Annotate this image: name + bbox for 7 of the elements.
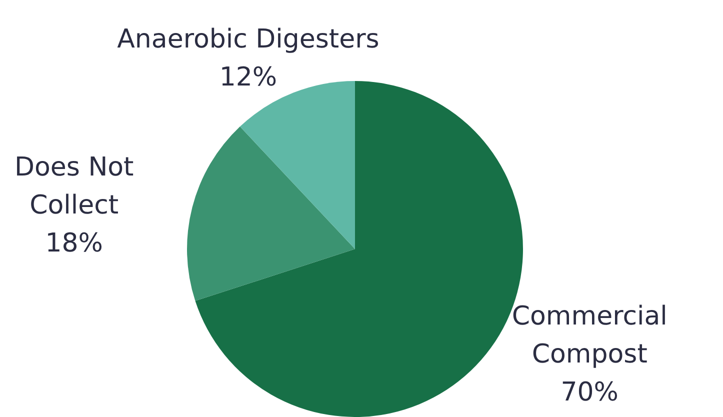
data-label: 18%: [45, 228, 104, 258]
slice-label: Commercial Compost: [512, 302, 668, 370]
data-label: 12%: [219, 62, 278, 92]
slice-label: Anaerobic Digesters: [117, 24, 380, 54]
slice-label: Does Not Collect: [14, 152, 134, 220]
data-label: 70%: [560, 378, 619, 408]
pie-slice: [187, 126, 355, 301]
